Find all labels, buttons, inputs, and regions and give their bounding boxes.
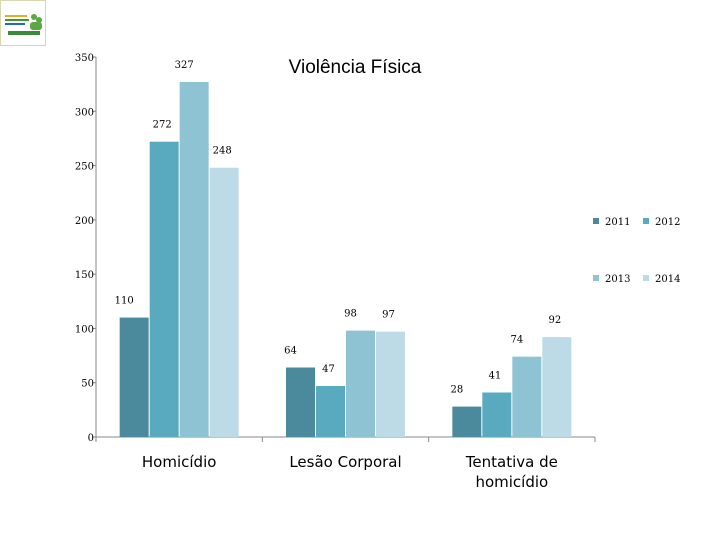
bar-2014 — [209, 167, 239, 437]
category-label: Lesão Corporal — [289, 453, 401, 471]
data-label: 272 — [153, 120, 172, 131]
data-label: 92 — [548, 315, 561, 326]
bar-2011 — [286, 367, 315, 437]
y-tick-label: 200 — [75, 216, 94, 227]
bar-2012 — [316, 385, 345, 437]
data-label: 64 — [284, 346, 297, 357]
bar-2012 — [149, 141, 179, 437]
legend-swatch-2014 — [643, 275, 649, 281]
legend-swatch-2012 — [643, 218, 649, 224]
legend-swatch-2013 — [593, 275, 599, 281]
organization-logo — [0, 0, 46, 46]
data-label: 28 — [450, 385, 463, 396]
bar-2014 — [542, 337, 572, 437]
chart-data-labels: 110 272 327 248 Homicídio 64 47 98 97 Lesão Corpo… — [115, 60, 562, 491]
legend-label: 2013 — [605, 274, 630, 285]
chart-bars — [119, 81, 572, 437]
data-label: 98 — [344, 309, 357, 320]
legend-swatch-2011 — [593, 218, 599, 224]
bar-2011 — [119, 317, 149, 437]
bar-2014 — [376, 331, 405, 437]
data-label: 47 — [322, 364, 335, 375]
bar-2013 — [512, 356, 542, 437]
y-tick-label: 150 — [75, 270, 94, 281]
category-label: Tentativa de homicídio — [465, 453, 558, 491]
chart-legend: 2011 2012 2013 2014 — [593, 217, 680, 285]
chart-axes: 0 50 100 150 200 250 300 350 — [75, 53, 596, 444]
bar-2013 — [346, 330, 375, 437]
y-tick-label: 350 — [75, 53, 94, 64]
legend-label: 2014 — [655, 274, 680, 285]
organization-logo-icon — [0, 0, 46, 46]
data-label: 74 — [510, 335, 523, 346]
data-label: 110 — [115, 296, 134, 307]
bar-2012 — [482, 392, 512, 437]
y-tick-label: 250 — [75, 162, 94, 173]
y-tick-label: 50 — [81, 379, 94, 390]
bar-2013 — [179, 81, 209, 437]
legend-label: 2011 — [605, 217, 630, 228]
data-label: 327 — [175, 60, 194, 71]
data-label: 41 — [488, 370, 501, 381]
y-tick-label: 300 — [75, 107, 94, 118]
y-tick-label: 100 — [75, 324, 94, 335]
y-tick-label: 0 — [88, 433, 94, 444]
category-label: Homicídio — [142, 453, 217, 471]
data-label: 97 — [382, 310, 395, 321]
data-label: 248 — [213, 146, 232, 157]
legend-label: 2012 — [655, 217, 680, 228]
bar-2011 — [452, 406, 482, 437]
chart-title: Violência Física — [289, 57, 422, 78]
